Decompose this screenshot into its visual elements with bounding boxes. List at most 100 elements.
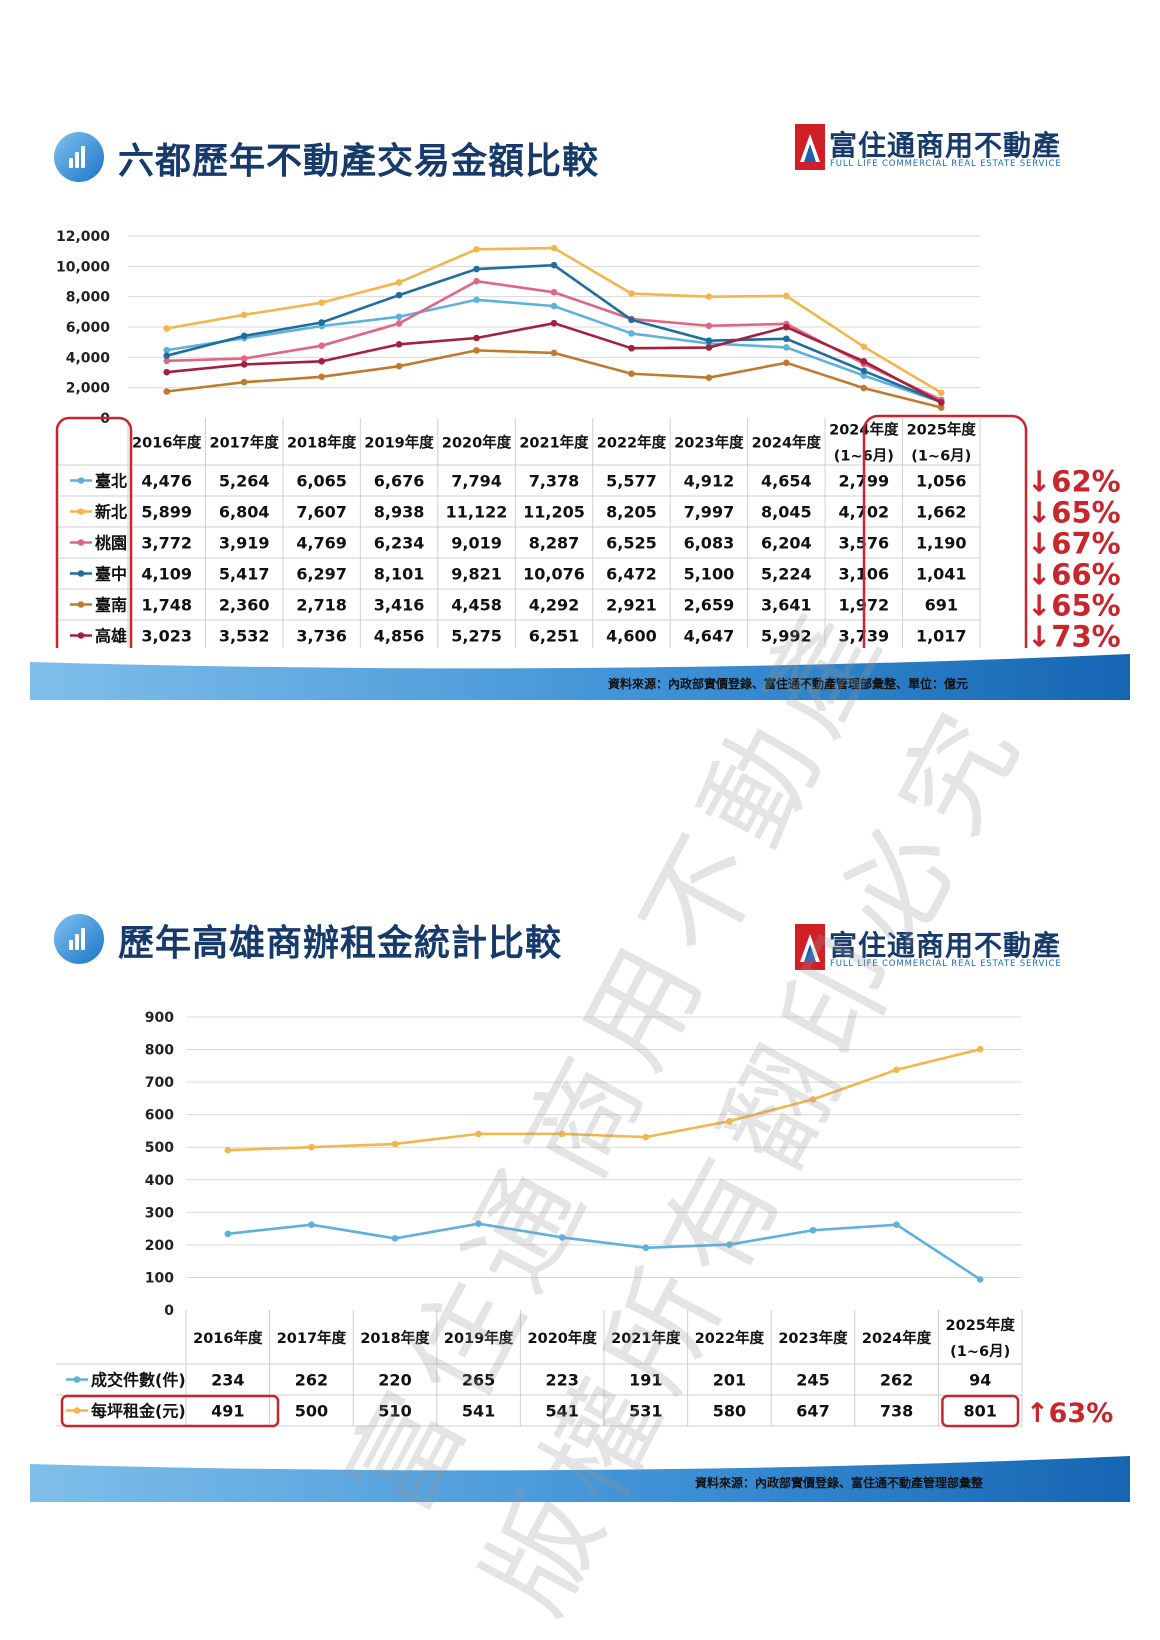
data-point <box>473 347 480 354</box>
data-label: 2,360 <box>219 596 270 615</box>
data-point <box>163 346 171 354</box>
data-point <box>628 370 635 377</box>
data-label: 3,023 <box>141 627 192 646</box>
data-label: 4,654 <box>761 472 812 491</box>
data-point <box>550 302 558 310</box>
data-point <box>783 323 790 331</box>
category-label: 2019年度 <box>364 434 434 452</box>
data-label: 8,101 <box>374 565 425 584</box>
data-label: 3,641 <box>761 596 812 615</box>
data-point <box>809 1226 817 1234</box>
data-label: 8,045 <box>761 503 812 522</box>
y-tick-label: 6,000 <box>66 320 111 336</box>
data-label: 3,919 <box>219 534 270 553</box>
data-point <box>318 299 325 306</box>
y-tick-label: 500 <box>145 1140 174 1156</box>
data-point <box>937 389 945 397</box>
brand-emblem-icon <box>795 924 825 970</box>
data-point <box>860 384 868 392</box>
data-label: 3,736 <box>296 627 347 646</box>
data-point <box>240 332 248 340</box>
brand-subtitle: FULL LIFE COMMERCIAL REAL ESTATE SERVICE <box>830 159 1062 169</box>
data-label: 2,921 <box>606 596 657 615</box>
data-label: 6,525 <box>606 534 657 553</box>
data-label: 7,794 <box>451 472 502 491</box>
data-label: 7,607 <box>296 503 347 522</box>
y-tick-label: 12,000 <box>56 229 110 245</box>
legend-marker <box>77 508 85 515</box>
data-point <box>163 357 171 365</box>
data-point <box>475 1130 482 1138</box>
data-label: 6,083 <box>684 534 735 553</box>
y-tick-label: 2,000 <box>66 381 111 397</box>
data-label: 541 <box>462 1402 495 1421</box>
data-label: 10,076 <box>523 565 585 584</box>
rent-end-highlight-box <box>941 1394 1020 1428</box>
data-label: 2,718 <box>296 596 347 615</box>
data-point <box>224 1146 232 1154</box>
data-label: 531 <box>629 1402 662 1421</box>
data-label: 691 <box>925 596 958 615</box>
y-tick-label: 4,000 <box>66 350 111 366</box>
data-label: 201 <box>713 1371 746 1390</box>
change-percent-label: ↓67% <box>1027 527 1121 561</box>
data-label: 3,416 <box>374 596 425 615</box>
data-point <box>163 352 171 359</box>
data-point <box>893 1221 900 1229</box>
data-point <box>318 319 325 326</box>
category-label: (1~6月) <box>911 448 971 465</box>
data-point <box>860 372 868 379</box>
series-name: 桃園 <box>95 534 127 553</box>
category-label: 2018年度 <box>360 1329 430 1347</box>
data-label: 801 <box>963 1402 996 1421</box>
data-point <box>705 374 713 381</box>
data-label: 5,100 <box>684 565 735 584</box>
legend-marker <box>73 1376 81 1383</box>
data-label: 5,899 <box>141 503 192 522</box>
data-point <box>860 367 868 375</box>
data-label: 8,205 <box>606 503 657 522</box>
y-tick-label: 200 <box>145 1238 174 1254</box>
data-point <box>318 358 325 365</box>
data-point <box>163 325 171 332</box>
decorative-blue-band-top <box>30 648 1130 700</box>
brand-name: 富住通商用不動產 <box>829 129 1062 162</box>
series-line-3 <box>166 279 942 402</box>
data-point <box>240 361 248 368</box>
data-point <box>391 1235 399 1242</box>
data-point <box>726 1117 733 1125</box>
data-point <box>308 1143 315 1151</box>
data-point <box>391 1140 399 1148</box>
data-label: 6,251 <box>529 627 580 646</box>
data-point <box>473 277 480 285</box>
data-label: 4,109 <box>141 565 192 584</box>
series-name: 高雄 <box>95 627 127 646</box>
legend-marker <box>77 632 85 639</box>
series-name: 臺北 <box>95 472 127 491</box>
brand-logo-top: 富住通商用不動產 FULL LIFE COMMERCIAL REAL ESTAT… <box>795 122 1080 177</box>
decorative-blue-band-bottom <box>30 1450 1130 1502</box>
data-point <box>163 388 171 395</box>
data-point <box>783 335 790 343</box>
data-label: 738 <box>880 1402 913 1421</box>
category-label: 2019年度 <box>444 1329 514 1347</box>
data-point <box>395 320 403 327</box>
source-note-1: 資料來源：內政部實價登錄、富住通不動產管理部彙整、單位：億元 <box>608 677 969 691</box>
chart-section-icon <box>54 132 104 182</box>
data-label: 4,458 <box>451 596 502 615</box>
data-label: 647 <box>796 1402 829 1421</box>
category-label: 2021年度 <box>611 1329 681 1347</box>
data-point <box>224 1230 232 1238</box>
data-point <box>473 334 480 342</box>
kaohsiung-rent-chart: 0 100 200 300 400 500 600 700 800 900 2016年度 2017年度… <box>56 1010 1113 1429</box>
data-point <box>473 265 480 273</box>
data-label: 11,205 <box>523 503 585 522</box>
data-label: 6,676 <box>374 472 425 491</box>
brand-name: 富住通商用不動產 <box>829 929 1062 962</box>
legend-marker <box>77 601 85 608</box>
data-point <box>642 1133 650 1141</box>
series-line-1 <box>227 1222 981 1281</box>
data-point <box>550 349 558 357</box>
data-label: 94 <box>969 1371 991 1390</box>
data-label: 9,821 <box>451 565 502 584</box>
